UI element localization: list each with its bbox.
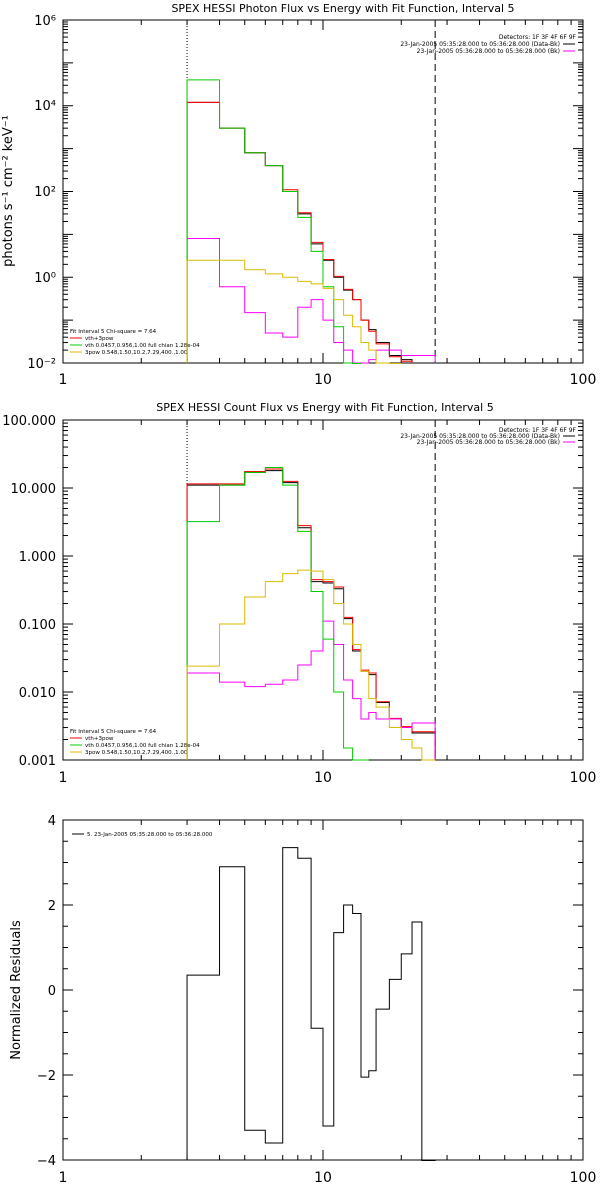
residuals-y-tick-label: −4 xyxy=(37,1154,56,1169)
count-flux-y-tick-label: 10.000 xyxy=(11,482,57,497)
photon-flux-legend-line: Detectors: 1F 3F 4F 6F 9F xyxy=(499,34,577,41)
residuals-y-tick-label: 4 xyxy=(48,814,56,829)
residuals-panel: Normalized Residuals 1 10 100 −4 −2 0 2 … xyxy=(9,814,596,1186)
count-flux-legend-line: Detectors: 1F 3F 4F 6F 9F xyxy=(499,427,577,434)
count-flux-plot-frame xyxy=(62,419,584,761)
photon-flux-series-4 xyxy=(186,259,402,364)
residuals-y-tick-label: −2 xyxy=(37,1069,56,1084)
count-flux-y-tick-label: 100.000 xyxy=(2,414,56,429)
photon-flux-y-tick-label: 10⁰ xyxy=(34,271,56,286)
photon-flux-y-tick-label: 10² xyxy=(34,185,56,200)
count-flux-series-2 xyxy=(186,620,436,760)
count-flux-fit-legend-line: vth 0.0457,0.956,1.00 full chian 1.28e-0… xyxy=(85,743,200,749)
residuals-x-tick-label: 1 xyxy=(59,1170,68,1186)
residuals-series-0 xyxy=(186,847,436,1161)
photon-flux-series-0 xyxy=(186,101,413,363)
photon-flux-legend-line: 23-Jan-2005 05:35:28.000 to 05:36:28.000… xyxy=(400,41,560,48)
residuals-x-tick-label: 100 xyxy=(570,1170,597,1186)
photon-flux-panel: SPEX HESSI Photon Flux vs Energy with Fi… xyxy=(1,2,596,388)
photon-flux-fit-legend-line: vth 0.0457,0.956,1.00 full chian 1.28e-0… xyxy=(85,343,200,349)
count-flux-y-tick-label: 1.000 xyxy=(19,550,56,565)
residuals-y-tick-label: 0 xyxy=(48,984,56,999)
count-flux-series-1 xyxy=(186,468,436,760)
photon-flux-fit-legend-line: vth+3pow xyxy=(85,336,114,342)
photon-flux-x-tick-label: 1 xyxy=(59,372,68,388)
count-flux-y-tick-label: 0.001 xyxy=(19,754,56,769)
photon-flux-y-tick-label: 10⁶ xyxy=(34,14,56,29)
count-flux-fit-legend-line: Fit Interval 5 Chi-square = 7.64 xyxy=(70,729,157,735)
photon-flux-series-2 xyxy=(186,238,436,364)
count-flux-x-tick-label: 100 xyxy=(570,770,597,786)
photon-flux-y-tick-label: 10⁴ xyxy=(34,99,56,114)
count-flux-panel: SPEX HESSI Count Flux vs Energy with Fit… xyxy=(2,401,596,786)
count-flux-x-tick-label: 10 xyxy=(314,770,332,786)
photon-flux-fit-legend-line: 3pow 0.548,1.50,10.2,7.29,400.,1.00 xyxy=(85,350,188,356)
residuals-y-axis-label: Normalized Residuals xyxy=(9,920,24,1060)
count-flux-y-tick-label: 0.010 xyxy=(19,686,56,701)
photon-flux-x-tick-label: 100 xyxy=(570,372,597,388)
photon-flux-legend-line: 23-Jan-2005 05:36:28.000 to 05:36:28.000… xyxy=(417,48,560,55)
photon-flux-series-1 xyxy=(186,101,413,363)
photon-flux-x-tick-label: 10 xyxy=(314,372,332,388)
count-flux-series-0 xyxy=(186,470,436,760)
count-flux-y-tick-label: 0.100 xyxy=(19,618,56,633)
count-flux-legend-line: 23-Jan-2005 05:35:28.000 to 05:36:28.000… xyxy=(400,433,560,440)
photon-flux-title: SPEX HESSI Photon Flux vs Energy with Fi… xyxy=(171,2,514,15)
photon-flux-fit-legend-line: Fit Interval 5 Chi-square = 7.64 xyxy=(70,329,157,335)
count-flux-fit-legend-line: 3pow 0.548,1.50,10.2,7.29,400.,1.00 xyxy=(85,750,188,756)
count-flux-fit-legend-line: vth+3pow xyxy=(85,736,114,742)
photon-flux-series-3 xyxy=(186,79,362,364)
count-flux-series-3 xyxy=(186,467,369,761)
residuals-legend-line: 5. 23-Jan-2005 05:35:28.000 to 05:36:28.… xyxy=(87,832,213,838)
photon-flux-y-axis-label: photons s⁻¹ cm⁻² keV⁻¹ xyxy=(1,115,16,267)
photon-flux-y-tick-label: 10⁻² xyxy=(27,357,56,372)
count-flux-x-tick-label: 1 xyxy=(59,770,68,786)
residuals-x-tick-label: 10 xyxy=(314,1170,332,1186)
count-flux-legend-line: 23-Jan-2005 05:36:28.000 to 05:36:28.000… xyxy=(417,439,560,446)
count-flux-title: SPEX HESSI Count Flux vs Energy with Fit… xyxy=(156,401,493,414)
residuals-y-tick-label: 2 xyxy=(48,899,56,914)
count-flux-series-4 xyxy=(186,569,436,761)
